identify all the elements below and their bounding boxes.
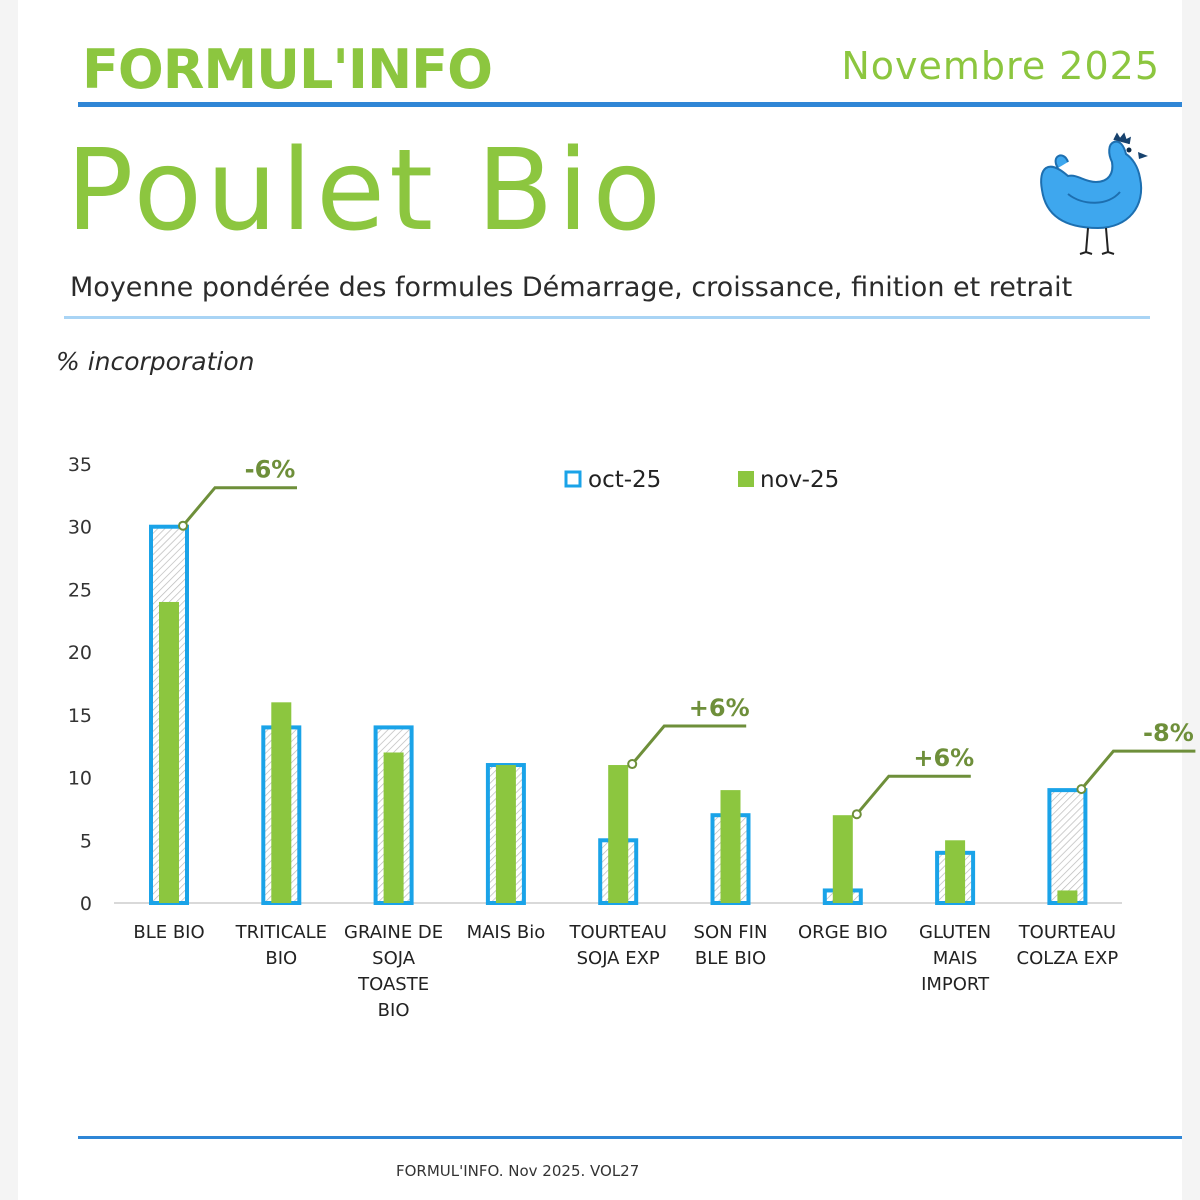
legend-label-nov-25: nov-25 (760, 467, 839, 493)
page-subtitle: Moyenne pondérée des formules Démarrage,… (70, 272, 1073, 303)
footer-divider (78, 1136, 1182, 1139)
bar-nov-25 (383, 752, 404, 903)
bar-nov-25 (495, 765, 516, 903)
change-annotations: -6% +6% +6% -8% (178, 456, 1196, 820)
y-axis-ticks: 0 5 10 15 20 25 30 35 (68, 454, 92, 915)
page: FORMUL'INFO Novembre 2025 Poulet Bio Moy… (18, 0, 1182, 1200)
y-tick-label: 20 (68, 642, 92, 664)
y-tick-label: 30 (68, 517, 92, 539)
category-label: TOURTEAU COLZA EXP (1017, 922, 1119, 969)
bar-nov-25 (945, 840, 966, 903)
page-title: Poulet Bio (66, 126, 666, 256)
annotation-label: -8% (1143, 719, 1194, 747)
annotation-leader (855, 774, 971, 816)
annotation-label: +6% (913, 744, 974, 772)
hen-icon (1040, 132, 1148, 255)
bar-nov-25 (832, 815, 853, 903)
category-label: MAIS Bio (467, 922, 546, 943)
annotation-leader (631, 724, 747, 765)
y-tick-label: 5 (80, 830, 92, 852)
issue-date: Novembre 2025 (841, 44, 1160, 88)
category-label: TRITICALE BIO (235, 922, 327, 969)
bar-nov-25 (159, 601, 179, 903)
category-label: GLUTEN MAIS IMPORT (919, 922, 991, 995)
category-label: BLE BIO (133, 922, 204, 943)
bars (149, 524, 1088, 906)
annotation-leader (181, 486, 297, 527)
x-axis-categories: BLE BIO TRITICALE BIO GRAINE DE SOJA TOASTE BI… (133, 922, 1118, 1021)
bar-nov-25 (608, 765, 629, 903)
y-tick-label: 25 (68, 579, 92, 601)
category-label: TOURTEAU SOJA EXP (568, 922, 666, 969)
y-axis-label: % incorporation (56, 347, 254, 376)
bar-oct-25 (1047, 788, 1088, 905)
footer-credit: FORMUL'INFO. Nov 2025. VOL27 (396, 1162, 640, 1180)
header-divider (78, 102, 1182, 107)
brand-logo: FORMUL'INFO (82, 38, 493, 101)
legend-swatch-oct-25 (564, 470, 582, 488)
y-tick-label: 10 (68, 768, 92, 790)
category-label: GRAINE DE SOJA TOASTE BIO (344, 922, 443, 1021)
legend-label-oct-25: oct-25 (588, 467, 661, 493)
annotation-label: +6% (689, 694, 750, 722)
annotation-marker (851, 809, 862, 820)
y-tick-label: 35 (68, 454, 92, 476)
annotation-leader (1080, 749, 1196, 791)
annotation-marker (1076, 784, 1087, 795)
y-tick-label: 15 (68, 705, 92, 727)
annotation-marker (178, 520, 188, 531)
legend: oct-25 nov-25 (564, 467, 839, 493)
category-label: SON FIN BLE BIO (694, 922, 768, 969)
bar-nov-25 (720, 790, 741, 903)
annotation-marker (627, 759, 638, 770)
y-tick-label: 0 (80, 893, 92, 915)
legend-swatch-nov-25 (738, 471, 754, 487)
bar-nov-25 (271, 702, 292, 903)
category-label: ORGE BIO (798, 922, 888, 943)
subtitle-divider (64, 316, 1150, 319)
annotation-label: -6% (245, 456, 296, 484)
bar-nov-25 (1057, 890, 1078, 903)
